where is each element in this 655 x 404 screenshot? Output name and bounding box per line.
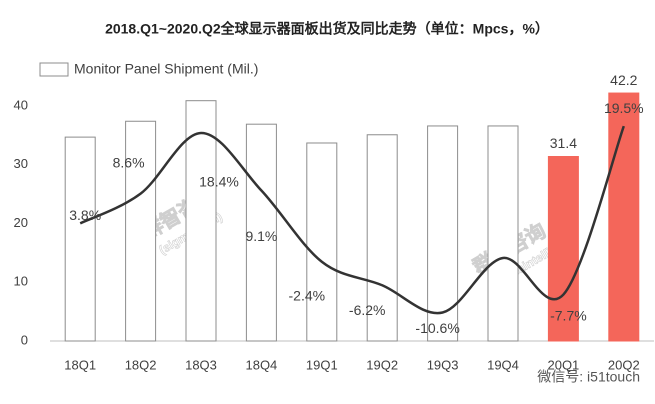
bar xyxy=(608,92,640,342)
bar xyxy=(245,123,277,342)
data-label: -7.7% xyxy=(550,307,587,323)
data-label: 19.5% xyxy=(604,100,644,116)
y-tick-label: 0 xyxy=(21,332,28,347)
bar xyxy=(64,136,96,342)
y-tick-label: 20 xyxy=(14,215,28,230)
bar xyxy=(487,125,519,342)
legend-swatch xyxy=(39,62,69,77)
data-label: -2.4% xyxy=(289,287,326,303)
y-tick-label: 30 xyxy=(14,156,28,171)
data-label: 3.8% xyxy=(69,207,101,223)
data-label: -6.2% xyxy=(349,302,386,318)
y-tick-label: 10 xyxy=(14,274,28,289)
data-label: 42.2 xyxy=(610,72,637,88)
x-tick-label: 19Q3 xyxy=(427,357,459,372)
legend-label: Monitor Panel Shipment (Mil.) xyxy=(74,61,258,77)
x-tick-label: 20Q2 xyxy=(608,357,640,372)
x-tick-label: 19Q1 xyxy=(306,357,338,372)
bar xyxy=(366,134,398,342)
data-label: 18.4% xyxy=(199,174,239,190)
chart-title: 2018.Q1~2020.Q2全球显示器面板出货及同比走势（单位：Mpcs，%） xyxy=(105,21,549,37)
y-tick-label: 40 xyxy=(14,97,28,112)
x-tick-label: 20Q1 xyxy=(547,357,579,372)
x-tick-label: 19Q2 xyxy=(366,357,398,372)
data-label: 8.6% xyxy=(113,154,145,170)
bar xyxy=(185,100,217,342)
footnote: 微信号: i51touch xyxy=(537,369,640,385)
bar xyxy=(125,120,157,342)
bar xyxy=(306,142,338,342)
x-tick-label: 18Q2 xyxy=(125,357,157,372)
x-tick-label: 18Q4 xyxy=(245,357,277,372)
data-label: -10.6% xyxy=(415,320,459,336)
data-label: 9.1% xyxy=(245,228,277,244)
x-tick-label: 18Q3 xyxy=(185,357,217,372)
x-tick-label: 19Q4 xyxy=(487,357,519,372)
x-tick-label: 18Q1 xyxy=(64,357,96,372)
bar xyxy=(427,125,459,342)
data-label: 31.4 xyxy=(550,135,577,151)
line xyxy=(79,125,625,315)
bar xyxy=(547,156,579,342)
